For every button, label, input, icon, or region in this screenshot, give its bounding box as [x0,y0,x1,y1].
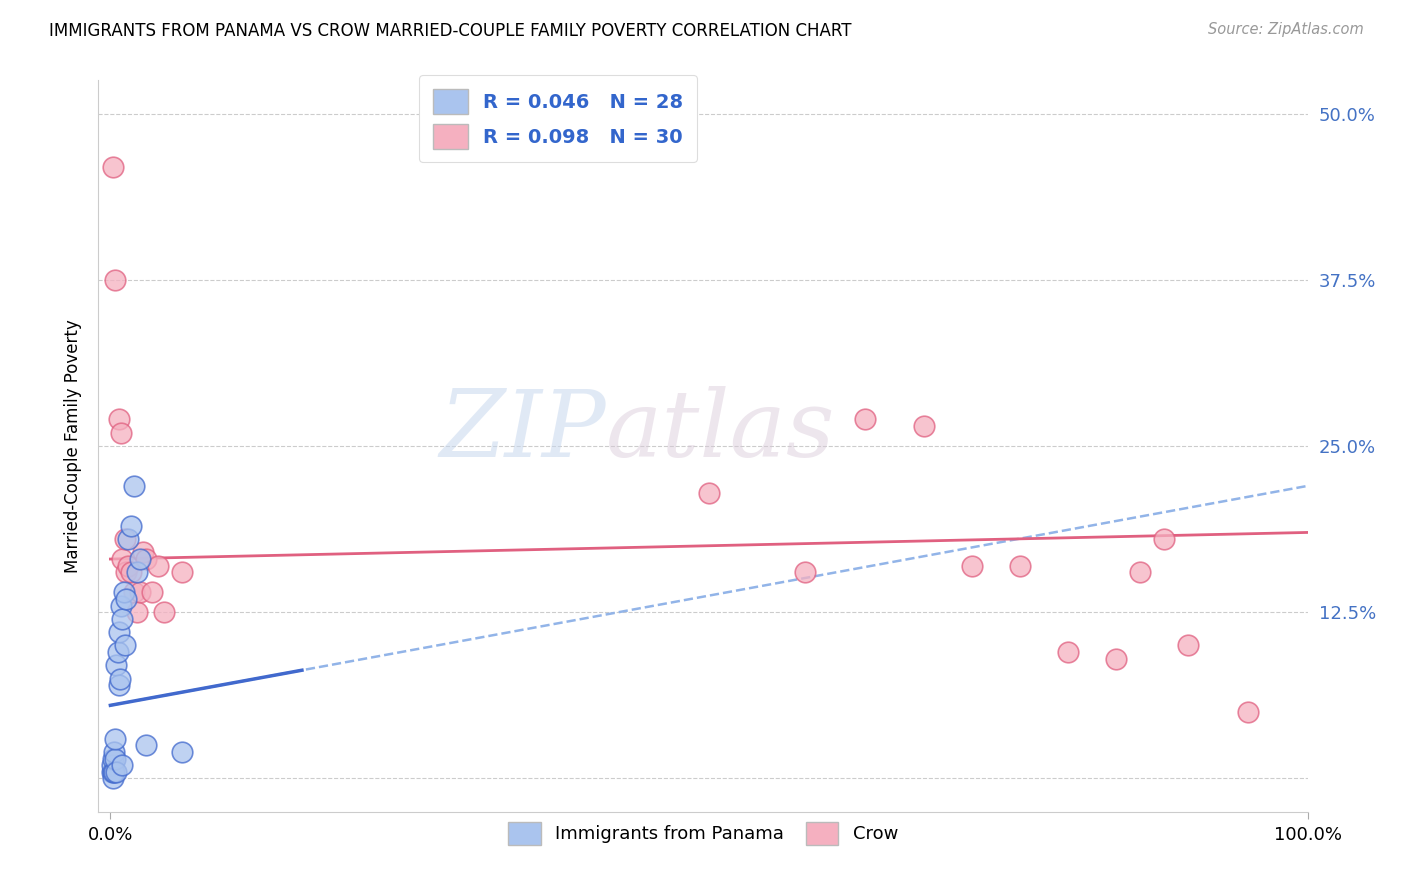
Point [111,612,134,626]
Point [117,532,139,546]
Point [125,566,148,580]
Point [1236,705,1258,719]
Point [107,645,129,659]
Point [148,558,170,573]
Point [962,558,984,573]
Point [104,273,127,287]
Point [101,772,124,786]
Point [117,558,139,573]
Text: Source: ZipAtlas.com: Source: ZipAtlas.com [1208,22,1364,37]
Point [129,552,152,566]
Point [114,639,136,653]
Point [103,745,125,759]
Point [1129,566,1152,580]
Point [135,738,157,752]
Point [100,764,122,779]
Text: IMMIGRANTS FROM PANAMA VS CROW MARRIED-COUPLE FAMILY POVERTY CORRELATION CHART: IMMIGRANTS FROM PANAMA VS CROW MARRIED-C… [49,22,852,40]
Legend: Immigrants from Panama, Crow: Immigrants from Panama, Crow [499,813,907,854]
Point [111,552,134,566]
Point [153,605,176,619]
Point [124,479,146,493]
Point [100,758,122,772]
Point [104,731,127,746]
Point [105,658,128,673]
Point [107,625,129,640]
Point [104,751,127,765]
Point [101,160,124,174]
Point [135,552,157,566]
Point [120,518,142,533]
Point [120,566,142,580]
Point [1057,645,1080,659]
Point [112,585,135,599]
Point [114,532,136,546]
Point [914,419,936,434]
Point [115,591,138,606]
Point [108,672,131,686]
Point [115,566,138,580]
Point [172,745,194,759]
Point [1105,652,1128,666]
Point [129,585,152,599]
Point [103,764,125,779]
Point [1177,639,1199,653]
Point [124,585,146,599]
Point [697,485,720,500]
Y-axis label: Married-Couple Family Poverty: Married-Couple Family Poverty [65,319,83,573]
Point [105,764,128,779]
Point [107,412,129,426]
Point [101,751,124,765]
Point [172,566,194,580]
Point [793,566,815,580]
Point [853,412,876,426]
Point [141,585,163,599]
Point [125,605,148,619]
Point [1010,558,1032,573]
Point [101,764,124,779]
Point [110,425,132,440]
Point [107,678,129,692]
Text: ZIP: ZIP [440,386,606,476]
Point [110,599,132,613]
Text: atlas: atlas [606,386,835,476]
Point [1153,532,1175,546]
Point [132,545,155,559]
Point [111,758,134,772]
